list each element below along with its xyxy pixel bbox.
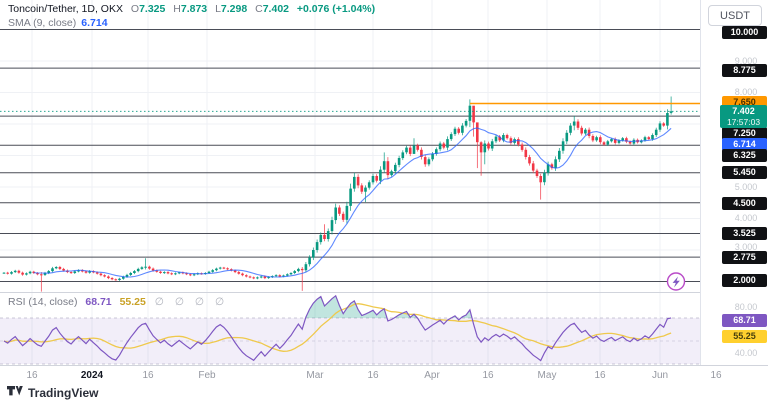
price-label-3-525: 3.525 — [722, 226, 767, 240]
price-label-2-000: 2.000 — [722, 273, 767, 287]
sma-label: SMA (9, close) — [8, 17, 77, 29]
price-label-8-000: 8.000 — [725, 85, 767, 98]
price-label-5-000: 5.000 — [725, 180, 767, 193]
tradingview-logo-icon — [7, 386, 23, 396]
rsi-value: 68.71 — [85, 296, 112, 308]
rsi-label-80-00: 80.00 — [725, 300, 767, 313]
current-price-badge: 7.402 17:57:03 — [720, 105, 767, 128]
time-label-Feb: Feb — [198, 370, 216, 381]
rsi-label-68-71: 68.71 — [722, 313, 767, 327]
low-value: 7.298 — [220, 3, 248, 15]
price-label-6-714: 6.714 — [722, 137, 767, 151]
rsi-empty-slots: ∅ ∅ ∅ ∅ — [154, 296, 229, 308]
change-value: +0.076 (+1.04%) — [296, 3, 376, 15]
sma-value: 6.714 — [81, 17, 108, 29]
time-label-16: 16 — [482, 370, 494, 381]
rsi-label: RSI (14, close) — [8, 296, 78, 308]
current-price-value: 7.402 — [732, 106, 755, 116]
sma-legend: SMA (9, close) 6.714 — [8, 17, 108, 29]
open-label: O — [130, 3, 140, 15]
price-label-8-775: 8.775 — [722, 63, 767, 77]
time-label-Apr: Apr — [424, 370, 440, 381]
time-label-2024: 2024 — [80, 370, 104, 381]
tradingview-logo[interactable]: TradingView — [7, 386, 98, 400]
candlestick-chart-canvas[interactable] — [0, 0, 700, 365]
time-label-16: 16 — [710, 370, 722, 381]
high-value: 7.873 — [180, 3, 208, 15]
price-label-7-250: 7.250 — [722, 126, 767, 140]
bar-close-countdown: 17:57:03 — [726, 117, 761, 127]
time-label-Jun: Jun — [651, 370, 669, 381]
rsi-label-40-00: 40.00 — [725, 346, 767, 359]
time-label-Mar: Mar — [306, 370, 324, 381]
price-label-3-000: 3.000 — [725, 240, 767, 253]
pane-separator[interactable] — [0, 292, 768, 293]
time-label-16: 16 — [594, 370, 606, 381]
price-label-5-450: 5.450 — [722, 165, 767, 179]
price-axis[interactable]: 10.000 9.000 8.775 8.000 7.650 7.250 6.714 6.32… — [700, 0, 768, 365]
high-label: H — [173, 3, 181, 15]
tradingview-logo-text: TradingView — [28, 386, 99, 400]
open-value: 7.325 — [139, 3, 166, 15]
rsi-label-55-25: 55.25 — [722, 329, 767, 343]
time-label-16: 16 — [142, 370, 154, 381]
price-label-2-775: 2.775 — [722, 250, 767, 264]
currency-toggle-button[interactable]: USDT — [708, 5, 762, 26]
price-label-10-000: 10.000 — [722, 25, 767, 39]
time-label-May: May — [537, 370, 557, 381]
price-label-4-500: 4.500 — [722, 196, 767, 210]
symbol-legend: Toncoin/Tether, 1D, OKX O7.325 H7.873 L7… — [8, 3, 375, 15]
rsi-ma-value: 55.25 — [119, 296, 146, 308]
alert-lightning-icon[interactable] — [666, 272, 686, 291]
symbol-title: Toncoin/Tether, 1D, OKX — [8, 3, 123, 15]
close-label: C — [255, 3, 263, 15]
time-axis[interactable]: 16 2024 16 Feb Mar 16 Apr 16 May 16 Jun 16 — [0, 365, 768, 385]
price-label-6-325: 6.325 — [722, 148, 767, 162]
time-label-16: 16 — [26, 370, 38, 381]
price-label-4-000: 4.000 — [725, 211, 767, 224]
time-label-16: 16 — [367, 370, 379, 381]
low-label: L — [215, 3, 221, 15]
close-value: 7.402 — [262, 3, 289, 15]
rsi-legend: RSI (14, close) 68.71 55.25 ∅ ∅ ∅ ∅ — [8, 296, 228, 308]
